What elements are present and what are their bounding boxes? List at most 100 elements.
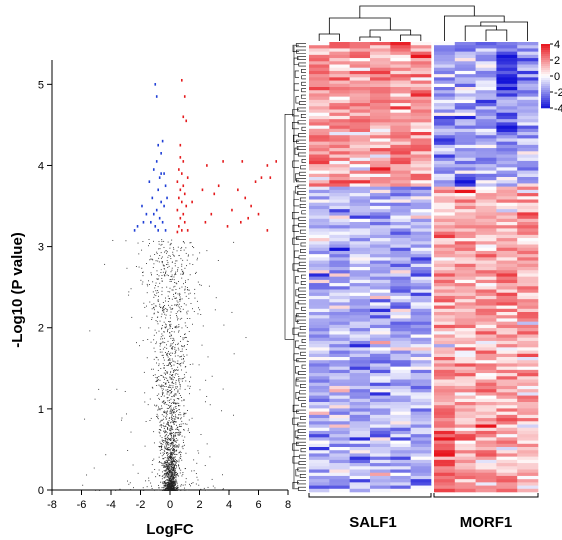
heatmap-cell xyxy=(309,357,330,361)
down-point xyxy=(133,229,136,232)
ns-point xyxy=(169,476,171,478)
heatmap-cell xyxy=(329,144,350,149)
ns-point xyxy=(169,314,171,316)
ns-point xyxy=(176,432,178,434)
ns-point xyxy=(177,360,179,362)
ns-point xyxy=(188,428,190,430)
heatmap-cell xyxy=(454,479,476,483)
row-dendro-branch xyxy=(295,289,299,297)
heatmap-cell xyxy=(329,241,350,245)
up-point xyxy=(176,180,179,183)
heatmap-cell xyxy=(390,273,411,277)
ns-point xyxy=(173,402,175,404)
ns-point xyxy=(170,448,172,450)
heatmap-cell xyxy=(349,205,371,210)
row-dendro-branch xyxy=(292,404,299,412)
ns-point xyxy=(162,348,164,350)
heatmap-cell xyxy=(517,177,539,181)
ns-point xyxy=(177,445,179,447)
ns-point xyxy=(171,348,173,350)
row-dendro-branch xyxy=(299,197,306,202)
ns-point xyxy=(164,440,166,442)
heatmap-cell xyxy=(454,132,476,136)
heatmap-cell xyxy=(349,366,371,371)
ns-point xyxy=(170,488,172,490)
ns-point xyxy=(166,413,168,415)
heatmap-cell xyxy=(349,218,371,223)
ns-point xyxy=(159,425,161,427)
heatmap-cell xyxy=(454,485,476,490)
ns-point xyxy=(167,482,169,484)
ns-point xyxy=(204,489,206,491)
heatmap-cell xyxy=(517,125,539,130)
heatmap-cell xyxy=(496,58,518,62)
heatmap-cell xyxy=(496,427,518,432)
ns-point xyxy=(162,394,163,396)
ns-point xyxy=(172,346,174,348)
heatmap-cell xyxy=(309,321,330,326)
ns-point xyxy=(174,351,176,353)
heatmap-cell xyxy=(390,302,411,306)
ns-point xyxy=(179,386,181,388)
ns-point xyxy=(214,487,216,489)
ns-point xyxy=(183,337,185,339)
up-point xyxy=(178,225,180,228)
heatmap-cell xyxy=(475,177,497,181)
heatmap-cell xyxy=(475,58,497,62)
ns-point xyxy=(178,465,179,467)
ns-point xyxy=(165,272,167,273)
heatmap-cell xyxy=(434,115,456,120)
heatmap-cell xyxy=(454,424,476,429)
heatmap-cell xyxy=(410,447,432,451)
ns-point xyxy=(172,472,174,474)
heatmap-cell xyxy=(434,295,456,300)
heatmap-cell xyxy=(496,234,518,239)
heatmap-cell xyxy=(475,218,497,223)
ns-point xyxy=(170,371,171,373)
ns-point xyxy=(177,487,179,489)
ns-point xyxy=(177,489,179,490)
ns-point xyxy=(175,450,177,452)
ns-point xyxy=(175,383,177,385)
ns-point xyxy=(163,474,165,476)
heatmap-cell xyxy=(349,222,371,226)
heatmap-cell xyxy=(434,209,456,213)
ns-point xyxy=(137,242,139,244)
heatmap-cell xyxy=(434,177,456,181)
ns-point xyxy=(174,421,176,423)
heatmap-cell xyxy=(475,231,497,236)
heatmap-cell xyxy=(329,103,350,107)
ns-point xyxy=(174,282,176,283)
ns-point xyxy=(164,410,165,412)
ns-point xyxy=(175,446,177,448)
ns-point xyxy=(178,452,180,454)
heatmap-cell xyxy=(454,418,476,422)
heatmap-cell xyxy=(329,115,350,120)
ns-point xyxy=(158,484,160,486)
ns-point xyxy=(171,471,172,473)
ns-point xyxy=(164,377,166,379)
heatmap-cell xyxy=(454,115,476,120)
ns-point xyxy=(172,484,174,486)
heatmap-cell xyxy=(349,254,371,258)
heatmap-cell xyxy=(410,74,432,78)
ns-point xyxy=(166,418,168,420)
heatmap-cell xyxy=(410,437,432,441)
heatmap-cell xyxy=(434,222,456,226)
ns-point xyxy=(121,417,123,419)
heatmap-cell xyxy=(390,254,411,258)
heatmap-cell xyxy=(475,51,497,56)
ns-point xyxy=(188,289,190,291)
heatmap-cell xyxy=(390,286,411,290)
heatmap-cell xyxy=(370,87,391,91)
ns-point xyxy=(156,278,158,280)
heatmap-cell xyxy=(475,385,497,390)
heatmap-cell xyxy=(454,61,476,65)
ns-point xyxy=(161,407,163,409)
heatmap-cell xyxy=(309,189,330,194)
ns-point xyxy=(194,297,196,299)
ns-point xyxy=(161,261,163,263)
heatmap-cell xyxy=(370,141,391,146)
heatmap-cell xyxy=(329,209,350,213)
ns-point xyxy=(167,356,169,358)
